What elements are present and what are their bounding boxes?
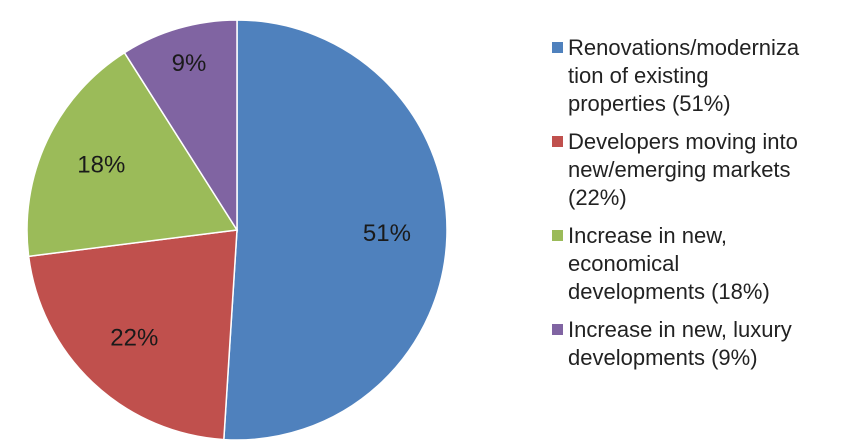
legend-item: Increase in new, economical developments (…: [552, 222, 847, 306]
legend-label-line: economical: [568, 251, 680, 276]
legend-label-line: (22%): [568, 185, 627, 210]
legend-label-line: tion of existing: [568, 63, 709, 88]
slice-value-label: 51%: [363, 220, 411, 247]
pie-slice-4: [123, 19, 238, 233]
legend-item: Developers moving into new/emerging marke…: [552, 128, 847, 212]
slice-value-label: 22%: [110, 325, 158, 352]
pie-slice-1: [223, 19, 448, 441]
legend-item: Increase in new, luxury developments (9%): [552, 316, 847, 372]
legend-label-line: developments (18%): [568, 279, 770, 304]
pie-slice-3: [26, 51, 239, 258]
legend-swatch: [552, 136, 563, 147]
legend-label-line: developments (9%): [568, 345, 758, 370]
chart-legend: Renovations/moderniza tion of existing pro…: [552, 34, 847, 382]
legend-label-line: Developers moving into: [568, 129, 798, 154]
slice-value-label: 9%: [172, 50, 207, 77]
legend-item: Renovations/moderniza tion of existing pro…: [552, 34, 847, 118]
legend-swatch: [552, 230, 563, 241]
legend-label-line: new/emerging markets: [568, 157, 791, 182]
legend-label-line: properties (51%): [568, 91, 731, 116]
legend-label-line: Increase in new,: [568, 223, 727, 248]
legend-label-line: Increase in new, luxury: [568, 317, 792, 342]
legend-swatch: [552, 42, 563, 53]
pie-slice-2: [27, 229, 238, 441]
slice-value-label: 18%: [77, 151, 125, 178]
legend-label-line: Renovations/moderniza: [568, 35, 800, 60]
legend-swatch: [552, 324, 563, 335]
pie-plot: 51% 22% 18% 9%: [26, 19, 448, 441]
